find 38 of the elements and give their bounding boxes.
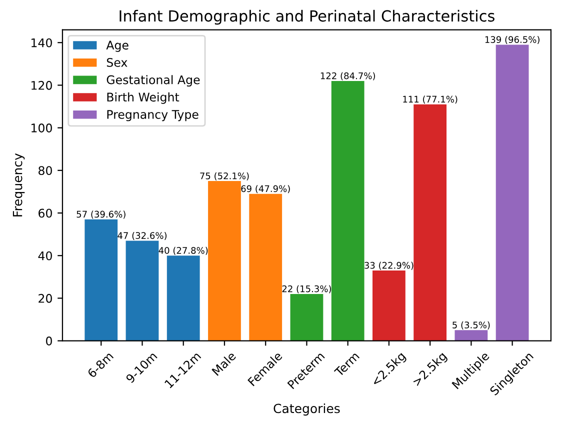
y-tick-label: 40 bbox=[38, 251, 52, 260]
legend-label: Pregnancy Type bbox=[107, 110, 198, 122]
bar bbox=[496, 44, 529, 341]
data-label: 139 (96.5%) bbox=[485, 36, 540, 44]
y-axis-title: Frequency bbox=[12, 153, 25, 216]
data-label: 111 (77.1%) bbox=[403, 96, 458, 104]
bar bbox=[372, 270, 406, 341]
y-tick-label: 0 bbox=[46, 336, 52, 346]
y-tick-label: 140 bbox=[32, 38, 52, 48]
x-axis-title: Categories bbox=[274, 403, 340, 416]
data-label: 22 (15.3%) bbox=[282, 285, 331, 294]
legend-label: Gestational Age bbox=[106, 75, 200, 87]
legend-label: Sex bbox=[106, 58, 128, 67]
bar bbox=[454, 330, 488, 341]
data-label: 57 (39.6%) bbox=[76, 210, 126, 219]
bar bbox=[414, 104, 447, 341]
legend-label: Age bbox=[106, 40, 128, 52]
y-tick-label: 100 bbox=[32, 124, 52, 132]
bar bbox=[290, 294, 324, 341]
y-tick-label: 60 bbox=[38, 208, 52, 218]
bar bbox=[331, 80, 364, 341]
data-label: 40 (27.8%) bbox=[158, 246, 208, 255]
legend-label: Birth Weight bbox=[107, 92, 180, 104]
data-label: 75 (52.1%) bbox=[200, 172, 249, 180]
data-label: 122 (84.7%) bbox=[320, 72, 375, 80]
y-tick-label: 20 bbox=[38, 294, 52, 303]
bar bbox=[84, 219, 118, 341]
data-label: 5 (3.5%) bbox=[452, 321, 490, 330]
data-label: 69 (47.9%) bbox=[241, 185, 290, 194]
bar bbox=[208, 181, 241, 341]
bar bbox=[126, 240, 159, 341]
data-label: 47 (32.6%) bbox=[118, 232, 167, 240]
data-label: 33 (22.9%) bbox=[364, 262, 414, 270]
y-tick-label: 80 bbox=[38, 166, 52, 176]
bar bbox=[249, 194, 282, 341]
chart-title: Infant Demographic and Perinatal Characteristics bbox=[120, 10, 494, 25]
bar bbox=[166, 256, 200, 341]
y-tick-label: 120 bbox=[32, 80, 52, 90]
